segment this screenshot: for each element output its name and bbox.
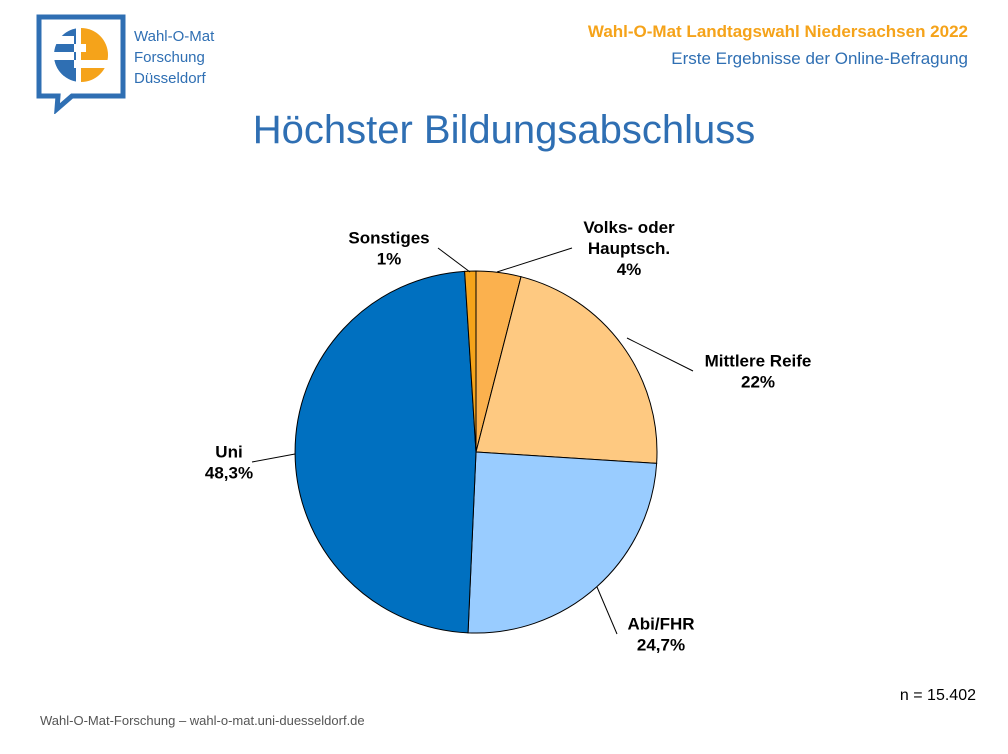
slice-category-label: Volks- oder bbox=[583, 218, 675, 237]
page-title: Höchster Bildungsabschluss bbox=[252, 108, 756, 152]
leader-line bbox=[437, 247, 471, 273]
logo-speech-bubble-icon bbox=[36, 14, 126, 115]
sample-size: n = 15.402 bbox=[899, 687, 976, 704]
pie-slice bbox=[294, 270, 477, 634]
logo-text: Wahl-O-Mat Forschung Düsseldorf bbox=[134, 26, 214, 89]
slice-value-label: 22% bbox=[741, 373, 775, 392]
pie-slice bbox=[467, 451, 658, 634]
slice-category-label: Sonstiges bbox=[348, 229, 429, 248]
header-title: Wahl-O-Mat Landtagswahl Niedersachsen 20… bbox=[587, 22, 968, 41]
header-subtitle: Erste Ergebnisse der Online-Befragung bbox=[671, 49, 968, 68]
slice-value-label: 4% bbox=[617, 260, 642, 279]
slice-category-label: Abi/FHR bbox=[627, 615, 694, 634]
logo-line-2: Forschung bbox=[134, 49, 205, 66]
pie-slice bbox=[464, 270, 477, 453]
logo bbox=[36, 14, 236, 115]
footer-text: Wahl-O-Mat-Forschung – wahl-o-mat.uni-du… bbox=[40, 713, 365, 728]
pie-slice bbox=[475, 276, 658, 464]
slice-value-label: 48,3% bbox=[205, 464, 253, 483]
slice-category-label: Hauptsch. bbox=[588, 239, 670, 258]
leader-line bbox=[496, 247, 573, 273]
logo-line-1: Wahl-O-Mat bbox=[134, 28, 215, 45]
slice-value-label: 1% bbox=[377, 250, 402, 269]
slice-value-label: 24,7% bbox=[637, 636, 685, 655]
slice-category-label: Uni bbox=[215, 443, 242, 462]
leader-line bbox=[596, 586, 618, 635]
leader-line bbox=[626, 337, 694, 372]
slice-category-label: Mittlere Reife bbox=[705, 352, 812, 371]
leader-line bbox=[251, 453, 296, 463]
logo-line-3: Düsseldorf bbox=[134, 70, 206, 87]
